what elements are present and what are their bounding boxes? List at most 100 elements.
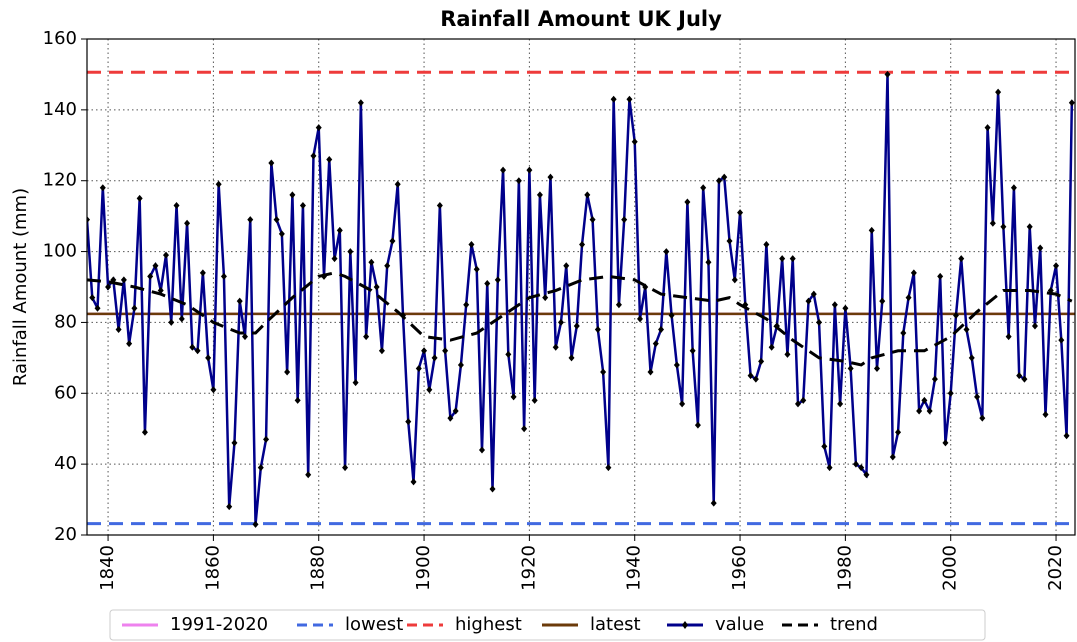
series-line (87, 271, 1073, 367)
marker (694, 421, 701, 429)
marker (1058, 336, 1065, 344)
marker (952, 311, 959, 319)
marker (594, 326, 601, 334)
marker (352, 379, 359, 387)
marker (636, 315, 643, 323)
marker (989, 219, 996, 227)
marker (758, 357, 765, 365)
marker (542, 294, 549, 302)
marker (378, 347, 385, 355)
marker (868, 226, 875, 234)
marker (231, 439, 238, 447)
y-tick-label: 40 (54, 453, 77, 474)
x-tick-label: 1940 (624, 545, 645, 591)
marker (879, 297, 886, 305)
y-axis-label: Rainfall Amount (mm) (10, 188, 31, 386)
marker (752, 375, 759, 383)
marker (87, 216, 90, 224)
marker (252, 520, 259, 528)
marker (573, 322, 580, 330)
marker (974, 393, 981, 401)
plot (87, 70, 1075, 528)
marker (284, 368, 291, 376)
marker (1063, 432, 1070, 440)
marker (310, 152, 317, 160)
marker (357, 99, 364, 107)
marker (447, 414, 454, 422)
marker (178, 315, 185, 323)
marker (478, 446, 485, 454)
marker (658, 326, 665, 334)
marker (737, 209, 744, 217)
marker (821, 442, 828, 450)
marker (105, 283, 112, 291)
y-tick-label: 100 (43, 241, 77, 262)
marker (199, 269, 206, 277)
marker (600, 368, 607, 376)
y-tick-label: 120 (43, 170, 77, 191)
marker (931, 375, 938, 383)
marker (273, 216, 280, 224)
marker (421, 347, 428, 355)
marker (858, 464, 865, 472)
marker (784, 350, 791, 358)
marker (184, 219, 191, 227)
marker (768, 343, 775, 351)
marker (842, 304, 849, 312)
marker (579, 240, 586, 248)
marker (668, 311, 675, 319)
marker (94, 304, 101, 312)
marker (473, 265, 480, 273)
legend-label: 1991-2020 (170, 614, 268, 635)
marker (500, 166, 507, 174)
marker (452, 407, 459, 415)
marker (963, 326, 970, 334)
marker (205, 354, 212, 362)
x-tick-label: 1900 (413, 545, 434, 591)
marker (126, 340, 133, 348)
marker (331, 255, 338, 263)
marker (484, 279, 491, 287)
marker (1010, 184, 1017, 192)
marker (257, 464, 264, 472)
marker (847, 364, 854, 372)
marker (89, 294, 96, 302)
x-tick-label: 1980 (834, 545, 855, 591)
marker (889, 453, 896, 461)
x-tick-label: 1920 (518, 545, 539, 591)
marker (779, 255, 786, 263)
marker (631, 138, 638, 146)
marker (610, 95, 617, 103)
marker (621, 216, 628, 224)
marker (405, 418, 412, 426)
plot-frame (86, 38, 1076, 536)
marker (489, 485, 496, 493)
marker (510, 393, 517, 401)
marker (937, 272, 944, 280)
marker (426, 386, 433, 394)
marker (605, 464, 612, 472)
marker (457, 361, 464, 369)
legend-label: trend (830, 614, 878, 635)
marker (442, 347, 449, 355)
marker (168, 318, 175, 326)
marker (210, 386, 217, 394)
marker (531, 396, 538, 404)
marker (1037, 244, 1044, 252)
marker (226, 503, 233, 511)
legend-label: lowest (345, 614, 403, 635)
marker (679, 400, 686, 408)
marker (220, 272, 227, 280)
marker (900, 329, 907, 337)
marker (584, 191, 591, 199)
marker (557, 318, 564, 326)
marker (1031, 322, 1038, 330)
x-tick-label: 2000 (940, 545, 961, 591)
marker (152, 262, 159, 270)
marker (873, 364, 880, 372)
marker (816, 318, 823, 326)
x-tick-label: 1840 (97, 545, 118, 591)
marker (268, 159, 275, 167)
marker (979, 414, 986, 422)
marker (705, 258, 712, 266)
